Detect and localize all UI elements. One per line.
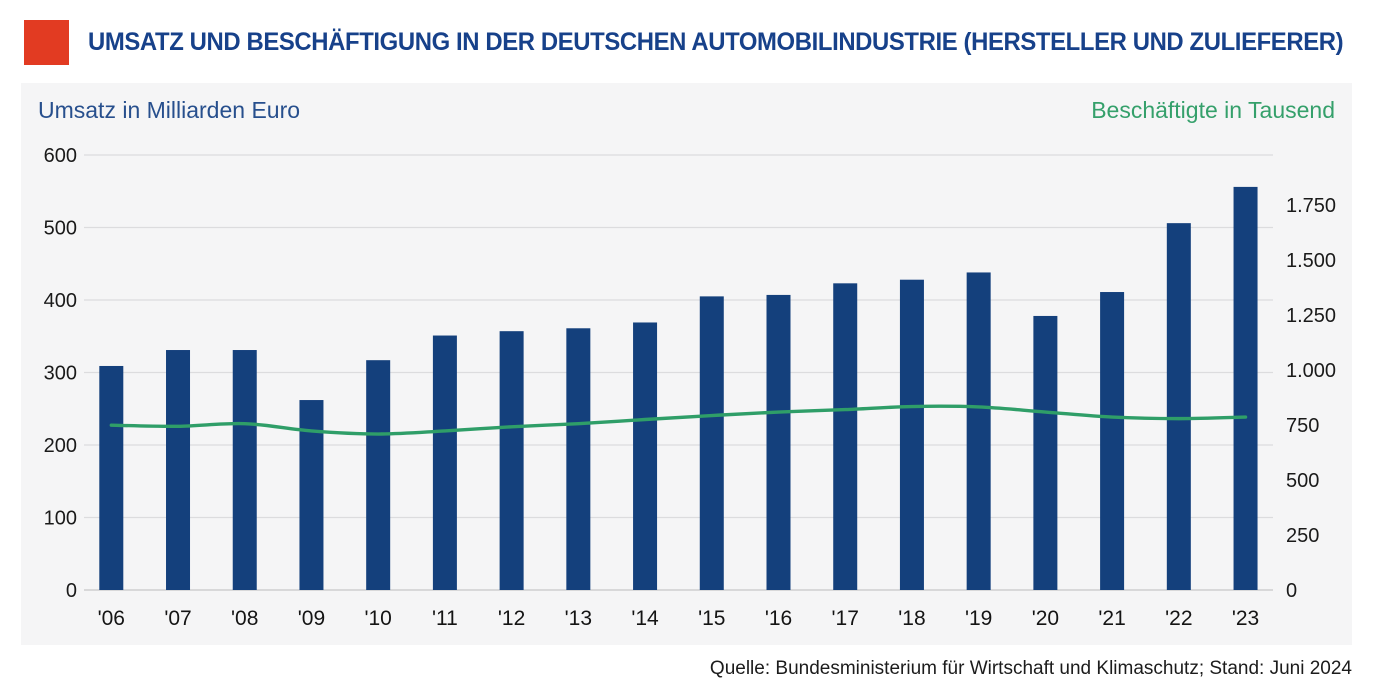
right-axis-title: Beschäftigte in Tausend — [1091, 97, 1335, 123]
revenue-bar-19 — [966, 272, 991, 590]
revenue-bar-12 — [499, 331, 524, 590]
x-axis-year-label: '13 — [565, 607, 592, 630]
x-axis-year-label: '23 — [1232, 607, 1259, 630]
x-axis-year-label: '20 — [1032, 607, 1059, 630]
revenue-bar-23 — [1233, 186, 1258, 590]
x-axis-year-label: '11 — [432, 607, 458, 630]
x-axis-year-label: '12 — [498, 607, 525, 630]
revenue-bar-18 — [899, 279, 924, 590]
revenue-bar-14 — [633, 322, 658, 590]
x-axis-year-label: '19 — [965, 607, 992, 630]
left-axis-tick-label: 300 — [44, 363, 77, 385]
revenue-bar-11 — [432, 335, 457, 590]
left-axis-tick-label: 200 — [44, 435, 77, 457]
revenue-bar-08 — [232, 350, 257, 590]
x-axis-year-label: '15 — [698, 607, 725, 630]
x-axis-year-label: '18 — [898, 607, 925, 630]
right-axis-tick-label: 0 — [1286, 580, 1297, 602]
revenue-bar-22 — [1166, 223, 1191, 590]
brand-accent-square — [24, 20, 69, 65]
left-axis-tick-label: 400 — [44, 290, 77, 312]
x-axis-year-label: '08 — [231, 607, 258, 630]
right-axis-tick-label: 750 — [1286, 415, 1319, 437]
right-axis-tick-label: 1.000 — [1286, 360, 1336, 382]
x-axis-year-label: '21 — [1098, 607, 1125, 630]
revenue-bar-10 — [366, 360, 391, 590]
x-axis-year-label: '14 — [631, 607, 659, 630]
revenue-bar-15 — [699, 296, 724, 590]
x-axis-year-label: '07 — [164, 607, 191, 630]
right-axis-tick-label: 1.750 — [1286, 195, 1336, 217]
employment-line — [109, 404, 1248, 436]
page-title: UMSATZ UND BESCHÄFTIGUNG IN DER DEUTSCHE… — [88, 28, 1344, 56]
x-axis-year-label: '10 — [364, 607, 391, 630]
revenue-bar-21 — [1100, 292, 1125, 590]
right-axis-tick-label: 1.500 — [1286, 250, 1336, 272]
left-axis-tick-label: 600 — [44, 145, 77, 167]
left-axis-tick-label: 0 — [66, 580, 77, 602]
revenue-bar-07 — [166, 350, 191, 590]
source-attribution: Quelle: Bundesministerium für Wirtschaft… — [709, 658, 1352, 679]
x-axis-year-label: '16 — [765, 607, 792, 630]
left-axis-tick-label: 100 — [44, 508, 77, 530]
x-axis-year-label: '09 — [298, 607, 325, 630]
right-axis-tick-label: 1.250 — [1286, 305, 1336, 327]
revenue-bar-13 — [566, 328, 591, 590]
left-axis-title: Umsatz in Milliarden Euro — [38, 97, 301, 123]
left-axis-tick-label: 500 — [44, 218, 77, 240]
x-axis-year-label: '17 — [832, 607, 859, 630]
x-axis-year-label: '06 — [98, 607, 125, 630]
revenue-bar-16 — [766, 294, 791, 590]
right-axis-tick-label: 500 — [1286, 470, 1319, 492]
revenue-bar-17 — [833, 283, 858, 590]
revenue-bar-20 — [1033, 315, 1058, 590]
right-axis-tick-label: 250 — [1286, 525, 1319, 547]
revenue-bar-06 — [99, 365, 124, 590]
x-axis-year-label: '22 — [1165, 607, 1192, 630]
